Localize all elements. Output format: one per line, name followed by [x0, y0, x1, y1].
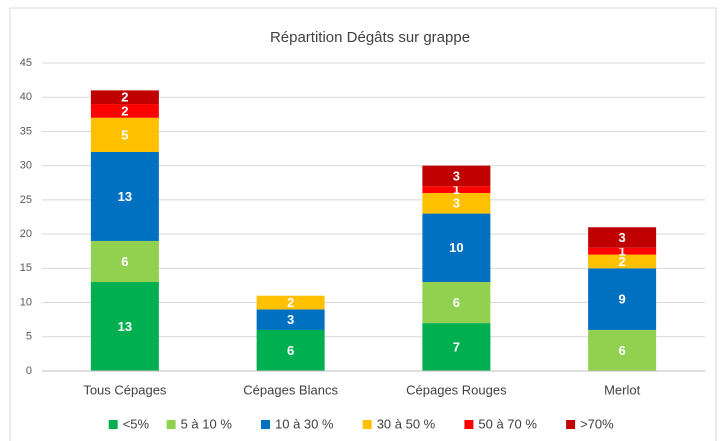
data-label: 1	[619, 244, 626, 259]
y-tick-label: 35	[20, 125, 32, 137]
bar-segment	[588, 329, 657, 371]
data-label: 5	[121, 127, 128, 142]
y-tick-label: 15	[20, 262, 32, 274]
data-label: 6	[287, 343, 294, 358]
data-label: 6	[453, 295, 460, 310]
legend-label: >70%	[580, 416, 614, 431]
data-label: 2	[121, 103, 128, 118]
legend-swatch	[566, 420, 576, 429]
bar-segment	[422, 193, 491, 214]
data-label: 2	[287, 295, 294, 310]
bar-segment	[588, 227, 657, 248]
bar-segment	[256, 329, 325, 371]
data-label: 2	[121, 90, 128, 105]
legend-swatch	[261, 420, 270, 429]
data-label: 3	[287, 312, 294, 327]
bar-segment	[256, 295, 325, 310]
bar-segment	[90, 240, 159, 283]
data-label: 6	[121, 254, 128, 269]
bar-segment	[90, 104, 159, 118]
bar-segment	[422, 323, 491, 371]
legend-label: 50 à 70 %	[478, 416, 537, 431]
bar-segment	[256, 309, 325, 330]
y-tick-label: 20	[20, 228, 32, 240]
y-tick-label: 5	[26, 331, 32, 343]
x-tick-label: Cépages Blancs	[243, 382, 338, 397]
data-label: 2	[619, 254, 626, 269]
legend-label: 30 à 50 %	[377, 416, 436, 431]
legend-label: 5 à 10 %	[181, 416, 233, 431]
bar-segment	[588, 268, 657, 330]
y-tick-label: 25	[20, 194, 32, 206]
y-tick-label: 45	[20, 57, 32, 69]
legend-swatch	[108, 420, 118, 429]
data-label: 3	[453, 168, 460, 183]
bar-segment	[422, 165, 491, 187]
bar-segment	[90, 151, 159, 241]
bar-segment	[422, 282, 491, 324]
data-label: 13	[118, 319, 132, 334]
data-label: 7	[453, 339, 460, 354]
data-label: 3	[453, 196, 460, 211]
y-tick-label: 0	[26, 365, 32, 377]
data-label: 6	[619, 343, 626, 358]
data-label: 13	[118, 189, 132, 204]
y-tick-label: 40	[20, 91, 32, 103]
bar-segment	[422, 213, 491, 283]
legend-swatch	[362, 420, 372, 429]
x-tick-label: Tous Cépages	[83, 382, 167, 397]
y-tick-label: 10	[20, 296, 32, 308]
x-tick-label: Merlot	[604, 382, 641, 397]
bar-segment	[588, 247, 657, 255]
data-label: 1	[453, 182, 460, 197]
bar-segment	[90, 90, 159, 105]
legend-label: 10 à 30 %	[275, 416, 334, 431]
bar-segment	[90, 282, 159, 371]
data-label: 3	[619, 230, 626, 245]
data-label: 9	[619, 292, 626, 307]
legend-swatch	[166, 420, 176, 429]
data-label: 10	[449, 240, 463, 255]
y-tick-label: 30	[20, 160, 32, 172]
legend-swatch	[464, 420, 474, 429]
bar-segment	[588, 254, 657, 269]
bar-segment	[422, 186, 491, 194]
bar-segment	[90, 117, 159, 152]
x-tick-label: Cépages Rouges	[406, 382, 507, 397]
legend-label: <5%	[123, 416, 150, 431]
chart-title: Répartition Dégâts sur grappe	[270, 29, 470, 46]
